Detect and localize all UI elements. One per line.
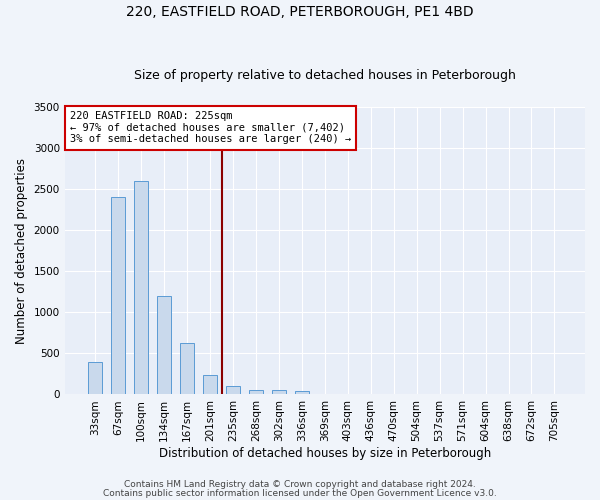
Bar [111, 197, 125, 394]
Text: Contains public sector information licensed under the Open Government Licence v3: Contains public sector information licen… [103, 488, 497, 498]
Bar [295, 391, 309, 394]
Bar [226, 386, 240, 394]
Bar [157, 296, 171, 394]
Y-axis label: Number of detached properties: Number of detached properties [15, 158, 28, 344]
Title: Size of property relative to detached houses in Peterborough: Size of property relative to detached ho… [134, 69, 516, 82]
Bar [203, 374, 217, 394]
Text: 220, EASTFIELD ROAD, PETERBOROUGH, PE1 4BD: 220, EASTFIELD ROAD, PETERBOROUGH, PE1 4… [126, 5, 474, 19]
X-axis label: Distribution of detached houses by size in Peterborough: Distribution of detached houses by size … [159, 447, 491, 460]
Bar [249, 390, 263, 394]
Text: Contains HM Land Registry data © Crown copyright and database right 2024.: Contains HM Land Registry data © Crown c… [124, 480, 476, 489]
Bar [88, 362, 102, 394]
Bar [134, 181, 148, 394]
Bar [180, 344, 194, 394]
Text: 220 EASTFIELD ROAD: 225sqm
← 97% of detached houses are smaller (7,402)
3% of se: 220 EASTFIELD ROAD: 225sqm ← 97% of deta… [70, 111, 351, 144]
Bar [272, 390, 286, 394]
